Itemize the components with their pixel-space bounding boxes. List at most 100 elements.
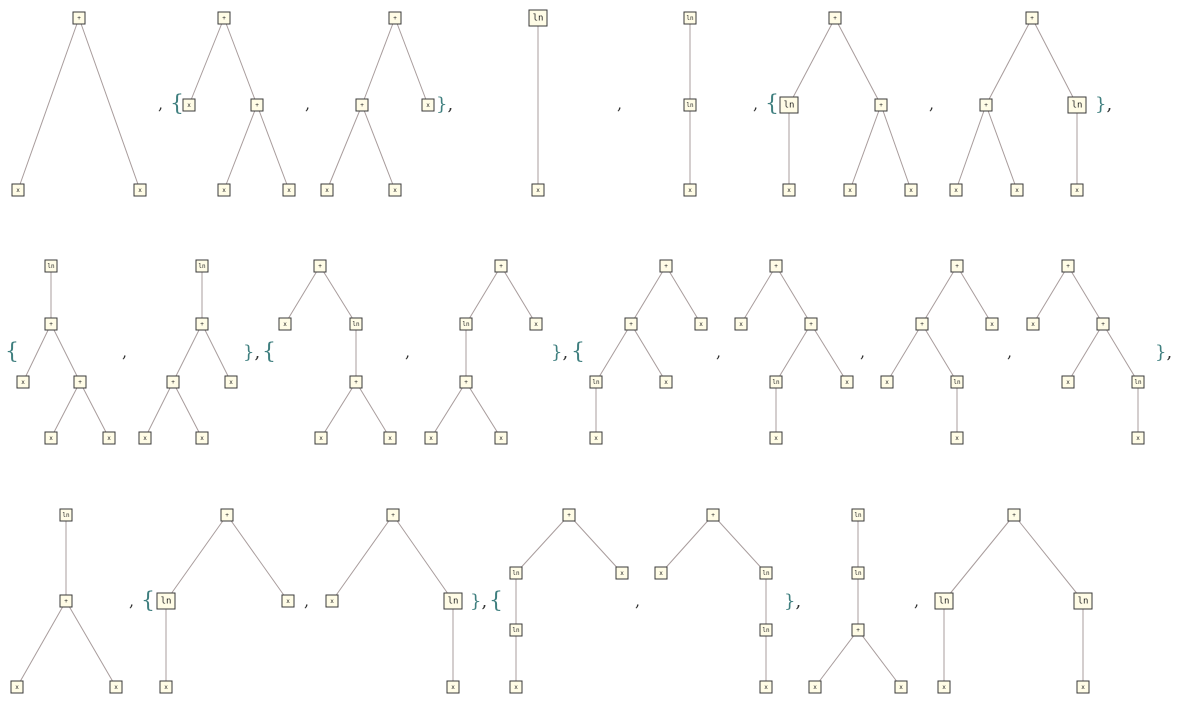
node-label: x: [15, 684, 19, 691]
tree-node-x: x: [734, 317, 748, 331]
node-label: ln: [762, 627, 770, 634]
node-label: x: [107, 435, 111, 442]
tree-t11: + ln x + x x: [424, 259, 543, 445]
node-label: +: [499, 263, 503, 270]
tree-edge: [810, 323, 848, 383]
comma-separator: ,: [1007, 343, 1012, 362]
node-label: ln: [939, 597, 950, 607]
tree-node-x: x: [16, 375, 30, 389]
node-label: x: [393, 187, 397, 194]
tree-edge: [188, 17, 225, 106]
tree-node-x: x: [880, 375, 894, 389]
node-label: +: [360, 102, 364, 109]
tree-node-plus: +: [44, 317, 58, 331]
node-label: ln: [762, 570, 770, 577]
tree-t21: ln ln + x x: [808, 508, 908, 694]
brace-delimiter: {: [262, 340, 276, 365]
tree-edge: [857, 629, 902, 688]
brace-delimiter: {: [170, 92, 184, 117]
comma-separator: ,: [158, 95, 163, 114]
node-label: x: [764, 684, 768, 691]
tree-node-x: x: [281, 594, 295, 608]
tree-edge: [430, 381, 467, 439]
tree-node-x: x: [769, 431, 783, 445]
comma-separator: ,: [635, 592, 640, 611]
comma-separator: ,: [304, 592, 309, 611]
tree-edge: [568, 514, 623, 574]
node-label: +: [984, 102, 988, 109]
tree-edge: [17, 17, 80, 191]
tree-node-ln: ln: [1067, 96, 1087, 114]
tree-edge: [1032, 265, 1069, 325]
comma-separator: ,: [305, 95, 310, 114]
tree-t5: ln ln x: [683, 11, 697, 197]
tree-node-x: x: [159, 680, 173, 694]
tree-node-plus: +: [1007, 508, 1021, 522]
tree-edge: [223, 104, 258, 191]
node-label: x: [287, 187, 291, 194]
tree-node-x: x: [133, 183, 147, 197]
tree-edge: [515, 514, 570, 574]
tree-node-x: x: [195, 431, 209, 445]
node-label: x: [426, 102, 430, 109]
tree-node-plus: +: [217, 11, 231, 25]
node-label: x: [286, 598, 290, 605]
tree-node-x: x: [1131, 431, 1145, 445]
tree-t12: + + x ln x x: [589, 259, 708, 445]
tree-node-ln: ln: [769, 375, 783, 389]
tree-node-plus: +: [804, 317, 818, 331]
tree-node-x: x: [531, 183, 545, 197]
node-label: +: [1101, 321, 1105, 328]
node-label: ln: [686, 102, 694, 109]
node-label: x: [229, 379, 233, 386]
comma-separator: ,: [405, 343, 410, 362]
tree-node-plus: +: [386, 508, 400, 522]
comma-separator: ,: [753, 95, 758, 114]
tree-edge: [630, 265, 667, 325]
tree-node-plus: +: [220, 508, 234, 522]
node-label: x: [1136, 435, 1140, 442]
node-label: x: [1031, 321, 1035, 328]
tree-node-x: x: [759, 680, 773, 694]
node-label: +: [833, 15, 837, 22]
node-label: x: [688, 187, 692, 194]
tree-t7: + + ln x x x: [949, 11, 1087, 197]
comma-separator: ,: [860, 343, 865, 362]
node-label: x: [659, 570, 663, 577]
tree-node-ln: ln: [759, 566, 773, 580]
tree-edge: [660, 514, 714, 574]
tree-node-plus: +: [459, 375, 473, 389]
tree-node-x: x: [421, 98, 435, 112]
tree-node-x: x: [843, 183, 857, 197]
tree-node-x: x: [388, 183, 402, 197]
node-label: +: [664, 263, 668, 270]
node-label: +: [879, 102, 883, 109]
tree-node-x: x: [782, 183, 796, 197]
tree-edge: [172, 381, 203, 439]
brace-delimiter: },: [1155, 342, 1172, 363]
tree-edge: [849, 104, 882, 191]
tree-edge: [1067, 323, 1104, 383]
tree-node-plus: +: [195, 317, 209, 331]
tree-node-plus: +: [624, 317, 638, 331]
tree-t22: + ln ln x x: [934, 508, 1093, 694]
node-label: +: [391, 512, 395, 519]
tree-node-ln: ln: [44, 259, 58, 273]
node-label: ln: [854, 570, 862, 577]
tree-node-x: x: [383, 431, 397, 445]
tree-node-x: x: [11, 183, 25, 197]
node-label: ln: [512, 627, 520, 634]
node-label: x: [388, 435, 392, 442]
tree-t17: + ln x x: [156, 508, 295, 694]
node-label: x: [534, 321, 538, 328]
node-label: +: [567, 512, 571, 519]
brace-delimiter: },: [784, 591, 801, 612]
tree-edge: [355, 381, 391, 439]
tree-node-x: x: [102, 431, 116, 445]
tree-node-ln: ln: [683, 11, 697, 25]
tree-node-ln: ln: [934, 592, 954, 610]
tree-edge: [921, 323, 958, 383]
node-label: ln: [352, 321, 360, 328]
tree-t9: ln + + x x x: [138, 259, 238, 445]
